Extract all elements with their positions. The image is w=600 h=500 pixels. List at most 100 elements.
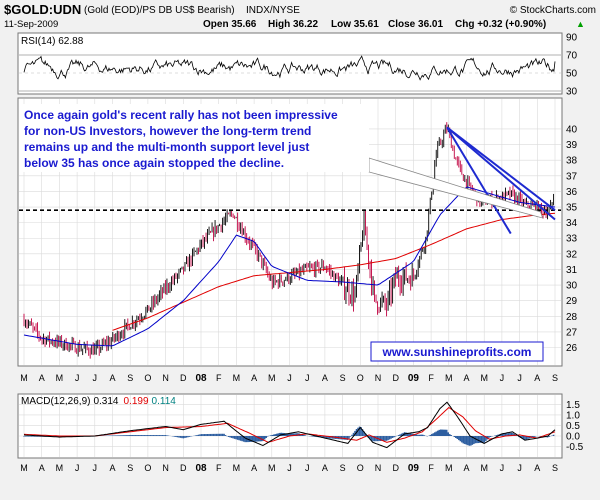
price-month-label: M xyxy=(445,373,453,383)
price-tick-label: 35 xyxy=(566,203,578,214)
macd-month-label: N xyxy=(162,463,169,473)
annotation-line-1: Once again gold's recent rally has not b… xyxy=(24,108,338,122)
macd-month-label: S xyxy=(552,463,558,473)
price-year-label: 09 xyxy=(408,373,420,384)
price-tick-label: 30 xyxy=(566,281,578,292)
price-month-label: F xyxy=(216,373,222,383)
macd-year-label: 08 xyxy=(195,463,207,474)
price-month-label: M xyxy=(56,373,64,383)
price-year-label: 08 xyxy=(195,373,207,384)
price-month-label: J xyxy=(75,373,80,383)
change-value: Chg +0.32 (+0.90%) xyxy=(455,19,546,30)
macd-month-label: M xyxy=(56,463,64,473)
macd-month-label: J xyxy=(500,463,505,473)
macd-month-label: N xyxy=(375,463,382,473)
high-value: High 36.22 xyxy=(268,19,318,30)
macd-year-label: 09 xyxy=(408,463,420,474)
macd-axis: -0.50.00.51.01.5 xyxy=(566,400,584,453)
macd-month-label: F xyxy=(428,463,434,473)
macd-month-label: O xyxy=(357,463,364,473)
macd-month-label: M xyxy=(20,463,28,473)
macd-month-label: A xyxy=(534,463,540,473)
rsi-tick-label: 70 xyxy=(566,51,578,62)
price-month-label: O xyxy=(357,373,364,383)
price-tick-label: 29 xyxy=(566,296,578,307)
trendlines xyxy=(446,126,556,235)
macd-month-label: S xyxy=(127,463,133,473)
rsi-axis: 30 50 70 90 xyxy=(566,33,578,98)
macd-signal-value: 0.199 xyxy=(124,396,149,407)
price-month-label: D xyxy=(392,373,399,383)
price-tick-label: 27 xyxy=(566,327,578,338)
rsi-tick-label: 50 xyxy=(566,69,578,80)
macd-month-label: M xyxy=(445,463,453,473)
macd-month-label: O xyxy=(144,463,151,473)
macd-tick-label: 0.0 xyxy=(566,432,580,443)
macd-tick-label: 1.0 xyxy=(566,410,580,421)
macd-month-label: F xyxy=(216,463,222,473)
macd-month-label: A xyxy=(251,463,257,473)
price-month-label: D xyxy=(180,373,187,383)
copyright-label: © StockCharts.com xyxy=(510,5,596,16)
slow-moving-average-line xyxy=(112,212,556,331)
price-tick-label: 31 xyxy=(566,265,578,276)
macd-month-label: M xyxy=(480,463,488,473)
price-month-label: J xyxy=(305,373,310,383)
price-tick-label: 38 xyxy=(566,156,578,167)
annotation-line-2: for non-US Investors, however the long-t… xyxy=(24,124,311,138)
chart-date: 11-Sep-2009 xyxy=(4,19,58,30)
price-tick-label: 32 xyxy=(566,249,578,260)
watermark-box xyxy=(370,341,544,362)
price-month-label: S xyxy=(340,373,346,383)
price-month-axis: M A M J J A S O N D 08 F M A M J J A S O N D 09 F M A M J J A S xyxy=(20,373,558,384)
symbol-title: $GOLD:UDN xyxy=(4,2,81,17)
price-month-label: M xyxy=(233,373,241,383)
price-tick-label: 39 xyxy=(566,140,578,151)
annotation-box xyxy=(19,104,369,172)
macd-month-label: J xyxy=(93,463,98,473)
price-month-label: S xyxy=(127,373,133,383)
rsi-line xyxy=(23,55,556,81)
price-month-label: M xyxy=(268,373,276,383)
symbol-description: (Gold (EOD)/PS DB US$ Bearish) xyxy=(84,5,235,16)
price-month-label: S xyxy=(552,373,558,383)
macd-month-label: D xyxy=(392,463,399,473)
macd-tick-label: 0.5 xyxy=(566,421,580,432)
macd-month-label: J xyxy=(75,463,80,473)
macd-month-label: A xyxy=(322,463,328,473)
price-month-label: J xyxy=(93,373,98,383)
price-month-label: M xyxy=(20,373,28,383)
price-tick-label: 40 xyxy=(566,124,578,135)
fast-moving-average-line xyxy=(23,186,556,347)
price-month-label: J xyxy=(500,373,505,383)
macd-month-label: A xyxy=(39,463,45,473)
rsi-tick-label: 30 xyxy=(566,87,578,98)
macd-month-label: M xyxy=(233,463,241,473)
trendline xyxy=(446,126,512,235)
rsi-tick-label: 90 xyxy=(566,33,578,44)
close-value: Close 36.01 xyxy=(388,19,443,30)
price-tick-label: 36 xyxy=(566,187,578,198)
price-month-label: A xyxy=(109,373,115,383)
macd-tick-label: 1.5 xyxy=(566,400,580,411)
price-tick-label: 26 xyxy=(566,343,578,354)
annotation-text: Once again gold's recent rally has not b… xyxy=(24,108,338,170)
price-tick-label: 34 xyxy=(566,218,578,229)
macd-month-label: J xyxy=(517,463,522,473)
macd-tick-label: -0.5 xyxy=(566,442,584,453)
macd-month-label: J xyxy=(305,463,310,473)
annotation-line-3: remains up and the multi-month support l… xyxy=(24,140,309,154)
watermark-link[interactable]: www.sunshineprofits.com xyxy=(382,345,532,359)
macd-value: 0.314 xyxy=(93,396,118,407)
macd-month-label: J xyxy=(287,463,292,473)
open-value: Open 35.66 xyxy=(203,19,257,30)
annotation-line-4: below 35 has once again stopped the decl… xyxy=(24,156,284,170)
price-candles xyxy=(23,122,555,359)
macd-month-label: A xyxy=(463,463,469,473)
macd-month-label: M xyxy=(268,463,276,473)
rsi-label: RSI(14) 62.88 xyxy=(21,36,84,47)
price-month-label: M xyxy=(480,373,488,383)
macd-hist-value: 0.114 xyxy=(152,396,177,407)
macd-month-label: A xyxy=(109,463,115,473)
